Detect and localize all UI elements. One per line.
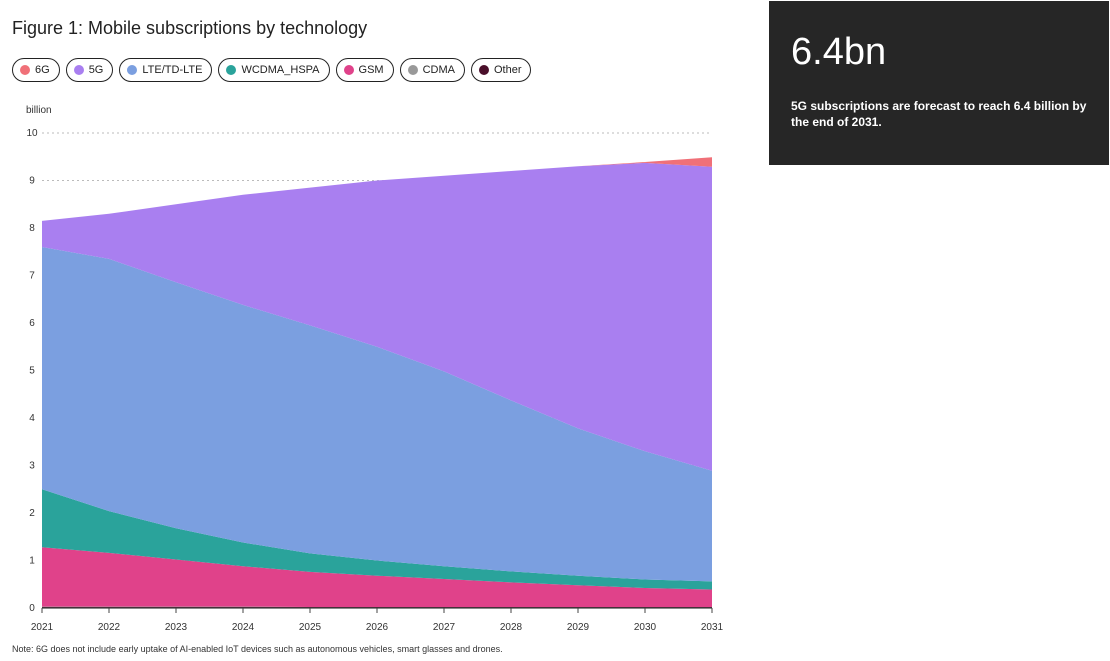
legend-item-other[interactable]: Other <box>470 58 532 82</box>
axes: 0 1 2 3 4 5 6 7 8 9 10 2021 2022 2023 2024 2025 2026 2027… <box>26 128 723 633</box>
legend-swatch-other <box>478 65 489 75</box>
legend-swatch-lte <box>127 65 138 75</box>
x-tick-label: 2025 <box>299 622 322 633</box>
x-tick-label: 2021 <box>31 622 54 633</box>
legend-swatch-gsm <box>343 65 354 75</box>
legend-swatch-6g <box>20 65 30 75</box>
legend-label-cdma: CDMA <box>422 64 455 76</box>
x-tick-label: 2027 <box>433 622 456 633</box>
legend-label-lte: LTE/TD-LTE <box>142 64 203 76</box>
y-axis-unit-label: billion <box>26 105 52 116</box>
x-tick-label: 2023 <box>165 622 188 633</box>
x-tick-label: 2026 <box>366 622 389 633</box>
y-tick-label: 0 <box>29 603 35 614</box>
y-tick-label: 10 <box>26 128 38 139</box>
x-tick-label: 2029 <box>567 622 590 633</box>
y-tick-label: 8 <box>29 223 35 234</box>
callout-number: 6.4bn <box>791 31 887 73</box>
x-tick-label: 2031 <box>701 622 724 633</box>
x-tick-label: 2024 <box>232 622 255 633</box>
y-tick-label: 3 <box>29 461 35 472</box>
callout-panel: 6.4bn 5G subscriptions are forecast to r… <box>769 1 1109 165</box>
y-tick-label: 1 <box>29 556 35 567</box>
legend-label-6g: 6G <box>35 64 50 76</box>
legend: 6G 5G LTE/TD-LTE WCDMA_HSPA GSM CDMA Oth… <box>12 58 532 82</box>
y-tick-label: 4 <box>29 413 35 424</box>
legend-item-lte[interactable]: LTE/TD-LTE <box>119 58 213 82</box>
legend-item-wcdma[interactable]: WCDMA_HSPA <box>218 58 330 82</box>
chart-note: Note: 6G does not include early uptake o… <box>12 644 503 654</box>
legend-item-gsm[interactable]: GSM <box>335 58 394 82</box>
legend-item-6g[interactable]: 6G <box>12 58 60 82</box>
legend-item-5g[interactable]: 5G <box>65 58 114 82</box>
y-tick-label: 9 <box>29 176 35 187</box>
stacked-areas <box>42 157 712 608</box>
callout-text: 5G subscriptions are forecast to reach 6… <box>791 99 1087 129</box>
area-gsm[interactable] <box>42 547 712 607</box>
area-lte-td-lte[interactable] <box>42 247 712 582</box>
legend-label-wcdma: WCDMA_HSPA <box>241 64 320 76</box>
y-tick-label: 7 <box>29 271 35 282</box>
x-tick-label: 2030 <box>634 622 657 633</box>
y-tick-label: 5 <box>29 366 35 377</box>
y-tick-label: 6 <box>29 318 35 329</box>
legend-item-cdma[interactable]: CDMA <box>399 58 465 82</box>
chart-title: Figure 1: Mobile subscriptions by techno… <box>12 18 368 38</box>
area-chart: 0 1 2 3 4 5 6 7 8 9 10 2021 2022 2023 2024 2025 2026 2027… <box>26 128 723 633</box>
area-wcdma-hspa[interactable] <box>42 489 712 590</box>
legend-label-5g: 5G <box>88 64 104 76</box>
legend-swatch-5g <box>73 65 84 75</box>
legend-label-gsm: GSM <box>358 64 384 76</box>
x-tick-label: 2028 <box>500 622 523 633</box>
y-tick-label: 2 <box>29 508 35 519</box>
legend-swatch-wcdma <box>226 65 237 75</box>
legend-swatch-cdma <box>407 65 418 75</box>
legend-label-other: Other <box>493 64 522 76</box>
x-tick-label: 2022 <box>98 622 121 633</box>
area-5g[interactable] <box>42 162 712 471</box>
